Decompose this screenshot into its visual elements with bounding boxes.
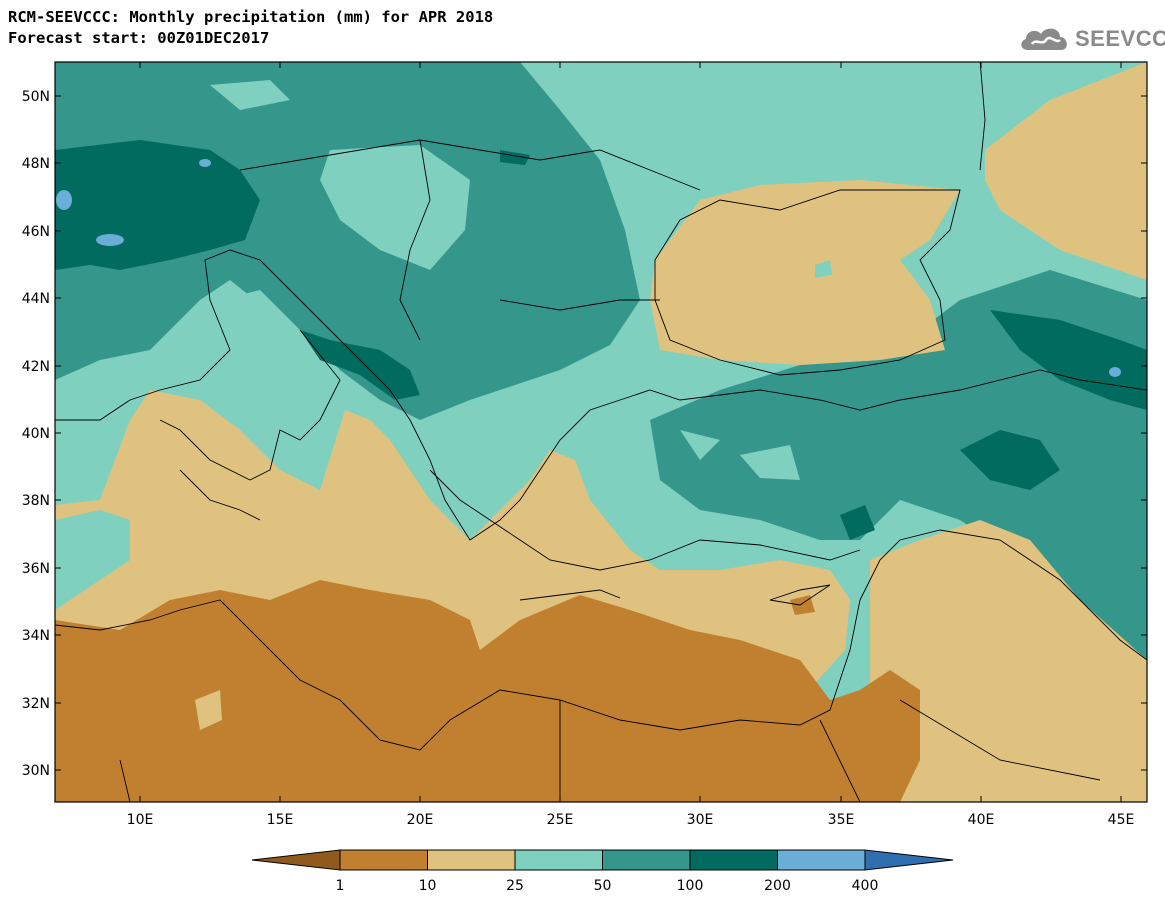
lon-label: 20E <box>407 812 434 828</box>
map-title: RCM-SEEVCCC: Monthly precipitation (mm) … <box>8 7 493 49</box>
lon-label: 25E <box>547 812 574 828</box>
lat-label: 44N <box>22 291 50 307</box>
lon-label: 30E <box>687 812 714 828</box>
colorbar-label: 10 <box>419 878 437 894</box>
colorbar-label: 100 <box>677 878 704 894</box>
lat-label: 40N <box>22 426 50 442</box>
colorbar-over-triangle <box>864 849 954 871</box>
lon-label: 10E <box>127 812 154 828</box>
colorbar-segment <box>427 849 516 871</box>
colorbar-under-triangle <box>251 849 341 871</box>
lat-label: 48N <box>22 156 50 172</box>
lon-label: 45E <box>1108 812 1135 828</box>
lon-ticks <box>139 62 1122 802</box>
map-frame <box>54 61 1148 803</box>
title-line-1: RCM-SEEVCCC: Monthly precipitation (mm) … <box>8 8 494 26</box>
precipitation-field <box>55 62 1147 802</box>
colorbar-label: 25 <box>506 878 524 894</box>
cloud-icon <box>1021 28 1067 50</box>
colorbar-segment <box>602 849 691 871</box>
colorbar-label: 1 <box>336 878 345 894</box>
colorbar-label: 200 <box>764 878 791 894</box>
colorbar-segment <box>777 849 866 871</box>
lat-label: 36N <box>22 561 50 577</box>
lat-label: 50N <box>22 89 50 105</box>
lat-label: 34N <box>22 628 50 644</box>
colorbar-label: 400 <box>852 878 879 894</box>
lon-label: 40E <box>968 812 995 828</box>
coastlines-borders <box>55 62 1147 802</box>
colorbar-segment <box>689 849 778 871</box>
seevccc-logo: SEEVCCC <box>1018 22 1165 56</box>
lat-ticks <box>55 95 1147 771</box>
lat-label: 46N <box>22 224 50 240</box>
colorbar-segment <box>339 849 428 871</box>
colorbar: 1 10 25 50 100 200 400 <box>251 849 954 894</box>
colorbar-label: 50 <box>594 878 612 894</box>
lon-label: 15E <box>267 812 294 828</box>
lat-label: 32N <box>22 696 50 712</box>
colorbar-segment <box>514 849 603 871</box>
lon-label: 35E <box>828 812 855 828</box>
lat-label: 42N <box>22 359 50 375</box>
logo-text: SEEVCCC <box>1075 26 1165 51</box>
title-line-2: Forecast start: 00Z01DEC2017 <box>8 29 270 47</box>
lat-label: 38N <box>22 493 50 509</box>
lat-label: 30N <box>22 763 50 779</box>
